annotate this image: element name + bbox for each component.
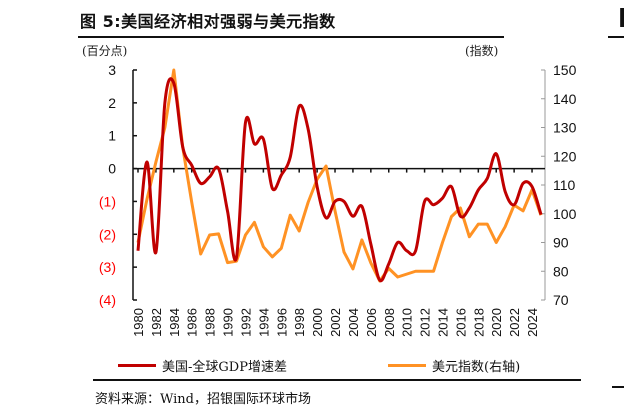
legend-label: 美国-全球GDP增速差: [162, 360, 287, 375]
left-axis-tick-label: 1: [108, 128, 116, 144]
legend-swatch-orange: [388, 364, 426, 367]
x-axis-tick-label: 2014: [435, 308, 450, 337]
x-axis-tick-label: 2002: [328, 308, 343, 337]
footer-divider: [93, 379, 581, 381]
x-axis-tick-label: 1996: [274, 308, 289, 337]
left-axis-tick-label: 0: [108, 161, 116, 177]
x-axis-tick-label: 1980: [131, 308, 146, 337]
title-divider: [78, 36, 504, 38]
x-axis-tick-label: 2006: [364, 308, 379, 337]
source-note: 资料来源：Wind，招银国际环球市场: [95, 392, 311, 407]
x-axis-tick-label: 1992: [238, 308, 253, 337]
right-axis-tick-label: 100: [553, 206, 577, 222]
right-axis-tick-label: 110: [553, 177, 576, 193]
left-axis-tick-label: 3: [108, 62, 116, 78]
right-axis-tick-label: 80: [553, 263, 569, 279]
x-axis-tick-label: 2010: [400, 308, 415, 337]
x-axis-tick-label: 1988: [203, 308, 218, 337]
right-axis-tick-label: 90: [553, 235, 569, 251]
legend-item-gdp-gap: 美国-全球GDP增速差: [118, 356, 287, 375]
x-axis-tick-label: 1998: [292, 308, 307, 337]
chart-title: 图 5:美国经济相对强弱与美元指数: [80, 12, 336, 31]
legend-swatch-red: [118, 364, 156, 367]
x-axis-tick-label: 2018: [471, 308, 486, 337]
x-axis-tick-label: 2000: [310, 308, 325, 337]
right-axis-tick-label: 140: [553, 91, 577, 107]
legend-item-dxy: 美元指数(右轴): [388, 356, 520, 375]
legend-label: 美元指数(右轴): [432, 360, 521, 375]
right-axis-tick-label: 120: [553, 148, 577, 164]
x-axis-tick-label: 2008: [382, 308, 397, 337]
right-axis-unit: (指数): [465, 44, 499, 58]
x-axis-tick-label: 2022: [507, 308, 522, 337]
left-axis-tick-label: 2: [108, 95, 116, 111]
x-axis-tick-label: 2004: [346, 308, 361, 337]
x-axis-tick-label: 2024: [525, 308, 540, 337]
x-axis-tick-label: 2020: [489, 308, 504, 337]
left-axis-tick-label: (3): [99, 259, 116, 275]
right-axis-tick-label: 150: [553, 62, 577, 78]
x-axis-tick-label: 1990: [221, 308, 236, 337]
series-line-dollar-index: [136, 68, 543, 283]
adjacent-figure-title-fragment: ▐: [614, 8, 624, 27]
left-axis-unit: (百分点): [82, 44, 128, 58]
x-axis-tick-label: 2016: [453, 308, 468, 337]
series-line-gdp-gap: [136, 77, 543, 283]
left-axis-tick-label: (4): [99, 292, 116, 308]
adjacent-divider: [612, 386, 624, 388]
right-axis-tick-label: 70: [553, 292, 569, 308]
left-axis-tick-label: (2): [99, 226, 116, 242]
x-axis-tick-label: 1982: [149, 308, 164, 337]
x-axis-tick-label: 1994: [256, 308, 271, 337]
left-axis-tick-label: (1): [99, 193, 116, 209]
legend: 美国-全球GDP增速差 美元指数(右轴): [0, 356, 624, 376]
x-axis-tick-label: 1984: [167, 308, 182, 337]
x-axis-tick-label: 1986: [185, 308, 200, 337]
x-axis-tick-label: 2012: [418, 308, 433, 337]
adjacent-divider: [608, 36, 624, 38]
right-axis-tick-label: 130: [553, 120, 577, 136]
